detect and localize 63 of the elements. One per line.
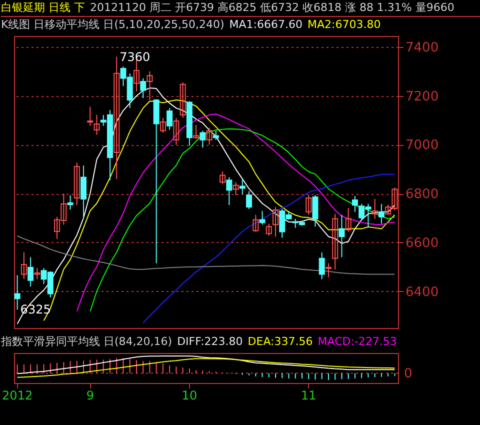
candlestick — [272, 206, 279, 238]
candlestick — [345, 208, 352, 232]
candlestick — [232, 182, 239, 196]
y-tick-label: 6400 — [406, 284, 439, 300]
candlestick — [193, 124, 200, 140]
x-tick-label: 11 — [300, 388, 316, 402]
candlestick — [226, 176, 232, 206]
candlestick — [14, 274, 20, 310]
candlestick — [114, 56, 120, 180]
text: MA1:6667.60 — [229, 18, 302, 31]
x-tick-label: 2012 — [2, 388, 33, 402]
candlestick — [140, 78, 146, 99]
candlestick — [80, 165, 87, 220]
y-tick-label: 7400 — [406, 40, 439, 56]
candlestick — [146, 70, 153, 101]
candlestick — [325, 262, 332, 278]
candlestick — [246, 190, 252, 210]
candlestick — [67, 194, 74, 210]
candlestick — [338, 214, 345, 258]
text: K线图 日移动平均线 日(5,10,20,25,50,240) — [1, 18, 224, 31]
candlestick — [200, 130, 206, 148]
candlestick — [239, 178, 246, 195]
candlestick — [378, 203, 384, 224]
text: DEA:337.56 — [248, 335, 313, 348]
candlestick — [180, 82, 186, 118]
x-tick-label: 10 — [182, 388, 198, 402]
candlestick — [352, 196, 358, 212]
y-tick-label: 6600 — [406, 236, 439, 251]
candlestick — [259, 210, 266, 226]
candlestick — [28, 256, 34, 287]
candlestick — [318, 252, 325, 280]
y-tick-label: 7200 — [406, 89, 439, 104]
annotation: 7360 — [120, 50, 150, 64]
candlestick — [153, 98, 160, 264]
candlestick — [266, 223, 272, 236]
text: MA2:6703.80 — [307, 18, 381, 31]
candlestick — [20, 252, 27, 280]
candlestick — [160, 117, 166, 134]
candlestick — [212, 130, 219, 140]
x-tick-label: 9 — [86, 388, 94, 402]
chart-subtitle: 20121120 周二 开6739 高6825 低6732 收6818 涨 88 1.31% 量9660 — [90, 1, 454, 14]
candlestick — [306, 194, 312, 216]
chart-title: 白银延期 日线 下 — [1, 1, 85, 14]
candlestick — [206, 127, 212, 146]
candlestick — [94, 114, 100, 136]
candlestick — [332, 213, 338, 270]
line-series — [16, 235, 396, 275]
y-tick-label: 6800 — [406, 187, 439, 202]
candlestick — [252, 214, 259, 232]
ref-line-label: 0 — [404, 366, 412, 382]
candlestick — [372, 198, 378, 220]
candlestick — [87, 106, 94, 126]
candlestick — [74, 162, 80, 206]
candlestick — [173, 117, 180, 146]
candlestick — [166, 108, 173, 130]
candlestick — [312, 194, 318, 228]
y-tick-label: 7000 — [406, 138, 439, 154]
candlestick — [34, 268, 40, 280]
line-series — [142, 174, 396, 324]
candlestick — [220, 170, 226, 185]
chart-title: 指数平滑异同平均线 日(84,20,16) — [1, 335, 172, 348]
text: MACD:-227.53 — [318, 335, 397, 348]
text: DIFF:223.80 — [177, 335, 243, 348]
